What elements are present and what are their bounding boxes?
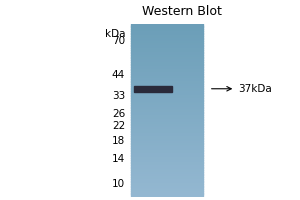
Bar (134, 86, 172, 92)
Text: 26: 26 (112, 109, 125, 119)
Text: 18: 18 (112, 136, 125, 146)
Text: 37kDa: 37kDa (238, 84, 272, 94)
Text: kDa: kDa (104, 29, 125, 39)
Text: 44: 44 (112, 70, 125, 80)
Text: 10: 10 (112, 179, 125, 189)
Text: 22: 22 (112, 121, 125, 131)
Text: Western Blot: Western Blot (142, 5, 221, 18)
Text: 14: 14 (112, 154, 125, 164)
Text: 33: 33 (112, 91, 125, 101)
Text: 70: 70 (112, 36, 125, 46)
